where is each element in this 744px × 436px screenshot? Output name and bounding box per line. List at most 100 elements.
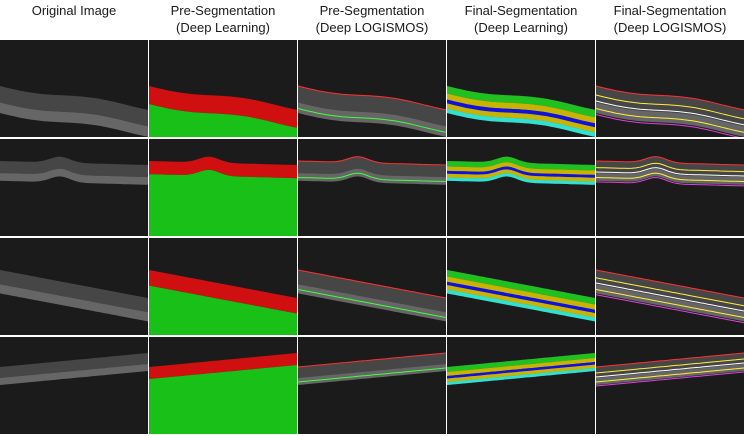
bm-outline	[298, 289, 446, 318]
retina-band	[0, 353, 148, 378]
oct-tile-final-seg-deep-learning-row4	[447, 337, 595, 434]
layer-boundary-2	[596, 277, 744, 307]
header-pre-seg-deep-logismos: Pre-Segmentation (Deep LOGISMOS)	[298, 2, 446, 36]
layer-boundary-4	[596, 172, 744, 182]
layer-mask-2	[447, 93, 595, 124]
layer-mask-1	[447, 353, 595, 372]
choroid-mask	[149, 365, 297, 434]
column-headers: Original Image Pre-Segmentation (Deep Le…	[0, 0, 744, 40]
oct-tile-pre-seg-deep-learning-row1	[149, 40, 297, 137]
oct-scan-graphic	[596, 40, 744, 137]
bm-outline	[298, 108, 446, 133]
header-line1: Final-Segmentation	[464, 3, 578, 18]
oct-scan-graphic	[447, 337, 595, 434]
layer-boundary-4	[596, 367, 744, 383]
rpe-band	[0, 102, 148, 137]
oct-tile-pre-seg-deep-learning-row3	[149, 238, 297, 335]
ilm-outline	[298, 85, 446, 111]
oct-tile-final-seg-deep-logismos-row1	[596, 40, 744, 137]
bm-outline	[298, 172, 446, 182]
bm-outline	[298, 367, 446, 383]
header-line1: Pre-Segmentation	[319, 3, 425, 18]
ilm-outline	[298, 269, 446, 299]
layer-mask-4	[447, 103, 595, 133]
layer-mask-4	[447, 364, 595, 382]
oct-tile-pre-seg-deep-learning-row2	[149, 139, 297, 236]
layer-boundary-3	[596, 100, 744, 126]
oct-tile-original-image-row1	[0, 40, 148, 137]
retina-band	[298, 86, 446, 127]
oct-tile-original-image-row2	[0, 139, 148, 236]
layer-boundary-3	[596, 167, 744, 177]
oct-scan-graphic	[0, 238, 148, 335]
oct-scan-graphic	[596, 139, 744, 236]
layer-mask-2	[447, 276, 595, 310]
layer-boundary-4	[596, 108, 744, 133]
oct-tile-original-image-row4	[0, 337, 148, 434]
oct-tile-final-seg-deep-logismos-row2	[596, 139, 744, 236]
layer-boundary-5	[596, 176, 744, 187]
header-final-seg-deep-learning: Final-Segmentation (Deep Learning)	[447, 2, 595, 36]
rpe-band	[0, 364, 148, 385]
layer-boundary-1	[596, 269, 744, 299]
rpe-band	[596, 284, 744, 322]
image-grid	[0, 40, 744, 436]
header-line2: (Deep Learning)	[176, 20, 270, 35]
header-line1: Final-Segmentation	[613, 3, 727, 18]
ilm-outline	[298, 156, 446, 166]
choroid-mask	[149, 169, 297, 236]
oct-scan-graphic	[596, 337, 744, 434]
layer-mask-2	[447, 358, 595, 376]
oct-scan-graphic	[298, 139, 446, 236]
layer-mask-1	[447, 86, 595, 118]
header-line2: (Deep LOGISMOS)	[613, 20, 727, 35]
oct-scan-graphic	[0, 139, 148, 236]
layer-mask-5	[447, 108, 595, 137]
retina-band	[0, 86, 148, 127]
retina-mask	[149, 86, 297, 128]
oct-scan-graphic	[0, 40, 148, 137]
oct-scan-graphic	[596, 238, 744, 335]
layer-mask-5	[447, 368, 595, 385]
oct-scan-graphic	[447, 40, 595, 137]
retina-band	[298, 353, 446, 378]
oct-tile-original-image-row3	[0, 238, 148, 335]
rpe-band	[0, 284, 148, 322]
layer-mask-1	[447, 156, 595, 171]
oct-scan-graphic	[447, 139, 595, 236]
header-line1: Pre-Segmentation	[170, 3, 276, 18]
retina-band	[0, 156, 148, 178]
oct-scan-graphic	[298, 238, 446, 335]
retina-mask	[149, 270, 297, 314]
layer-boundary-1	[596, 156, 744, 166]
oct-tile-pre-seg-deep-logismos-row4	[298, 337, 446, 434]
layer-mask-4	[447, 285, 595, 318]
choroid-mask	[149, 285, 297, 335]
oct-tile-pre-seg-deep-logismos-row1	[298, 40, 446, 137]
layer-mask-3	[447, 362, 595, 379]
retina-band	[298, 270, 446, 313]
choroid-mask	[149, 104, 297, 137]
header-original-image: Original Image	[0, 2, 148, 19]
layer-mask-5	[447, 173, 595, 185]
oct-tile-final-seg-deep-logismos-row3	[596, 238, 744, 335]
layer-mask-1	[447, 270, 595, 305]
oct-scan-graphic	[0, 337, 148, 434]
layer-mask-3	[447, 166, 595, 178]
layer-boundary-3	[596, 362, 744, 378]
oct-tile-pre-seg-deep-logismos-row3	[298, 238, 446, 335]
oct-scan-graphic	[149, 40, 297, 137]
oct-scan-graphic	[447, 238, 595, 335]
header-pre-seg-deep-learning: Pre-Segmentation (Deep Learning)	[149, 2, 297, 36]
oct-tile-final-seg-deep-logismos-row4	[596, 337, 744, 434]
ilm-outline	[298, 352, 446, 368]
layer-boundary-5	[596, 114, 741, 137]
layer-mask-5	[447, 289, 595, 322]
oct-tile-pre-seg-deep-logismos-row2	[298, 139, 446, 236]
oct-tile-final-seg-deep-learning-row1	[447, 40, 595, 137]
layer-boundary-2	[596, 94, 744, 120]
oct-tile-final-seg-deep-learning-row3	[447, 238, 595, 335]
layer-boundary-4	[596, 289, 744, 318]
header-final-seg-deep-logismos: Final-Segmentation (Deep LOGISMOS)	[596, 2, 744, 36]
rpe-band	[596, 102, 744, 137]
